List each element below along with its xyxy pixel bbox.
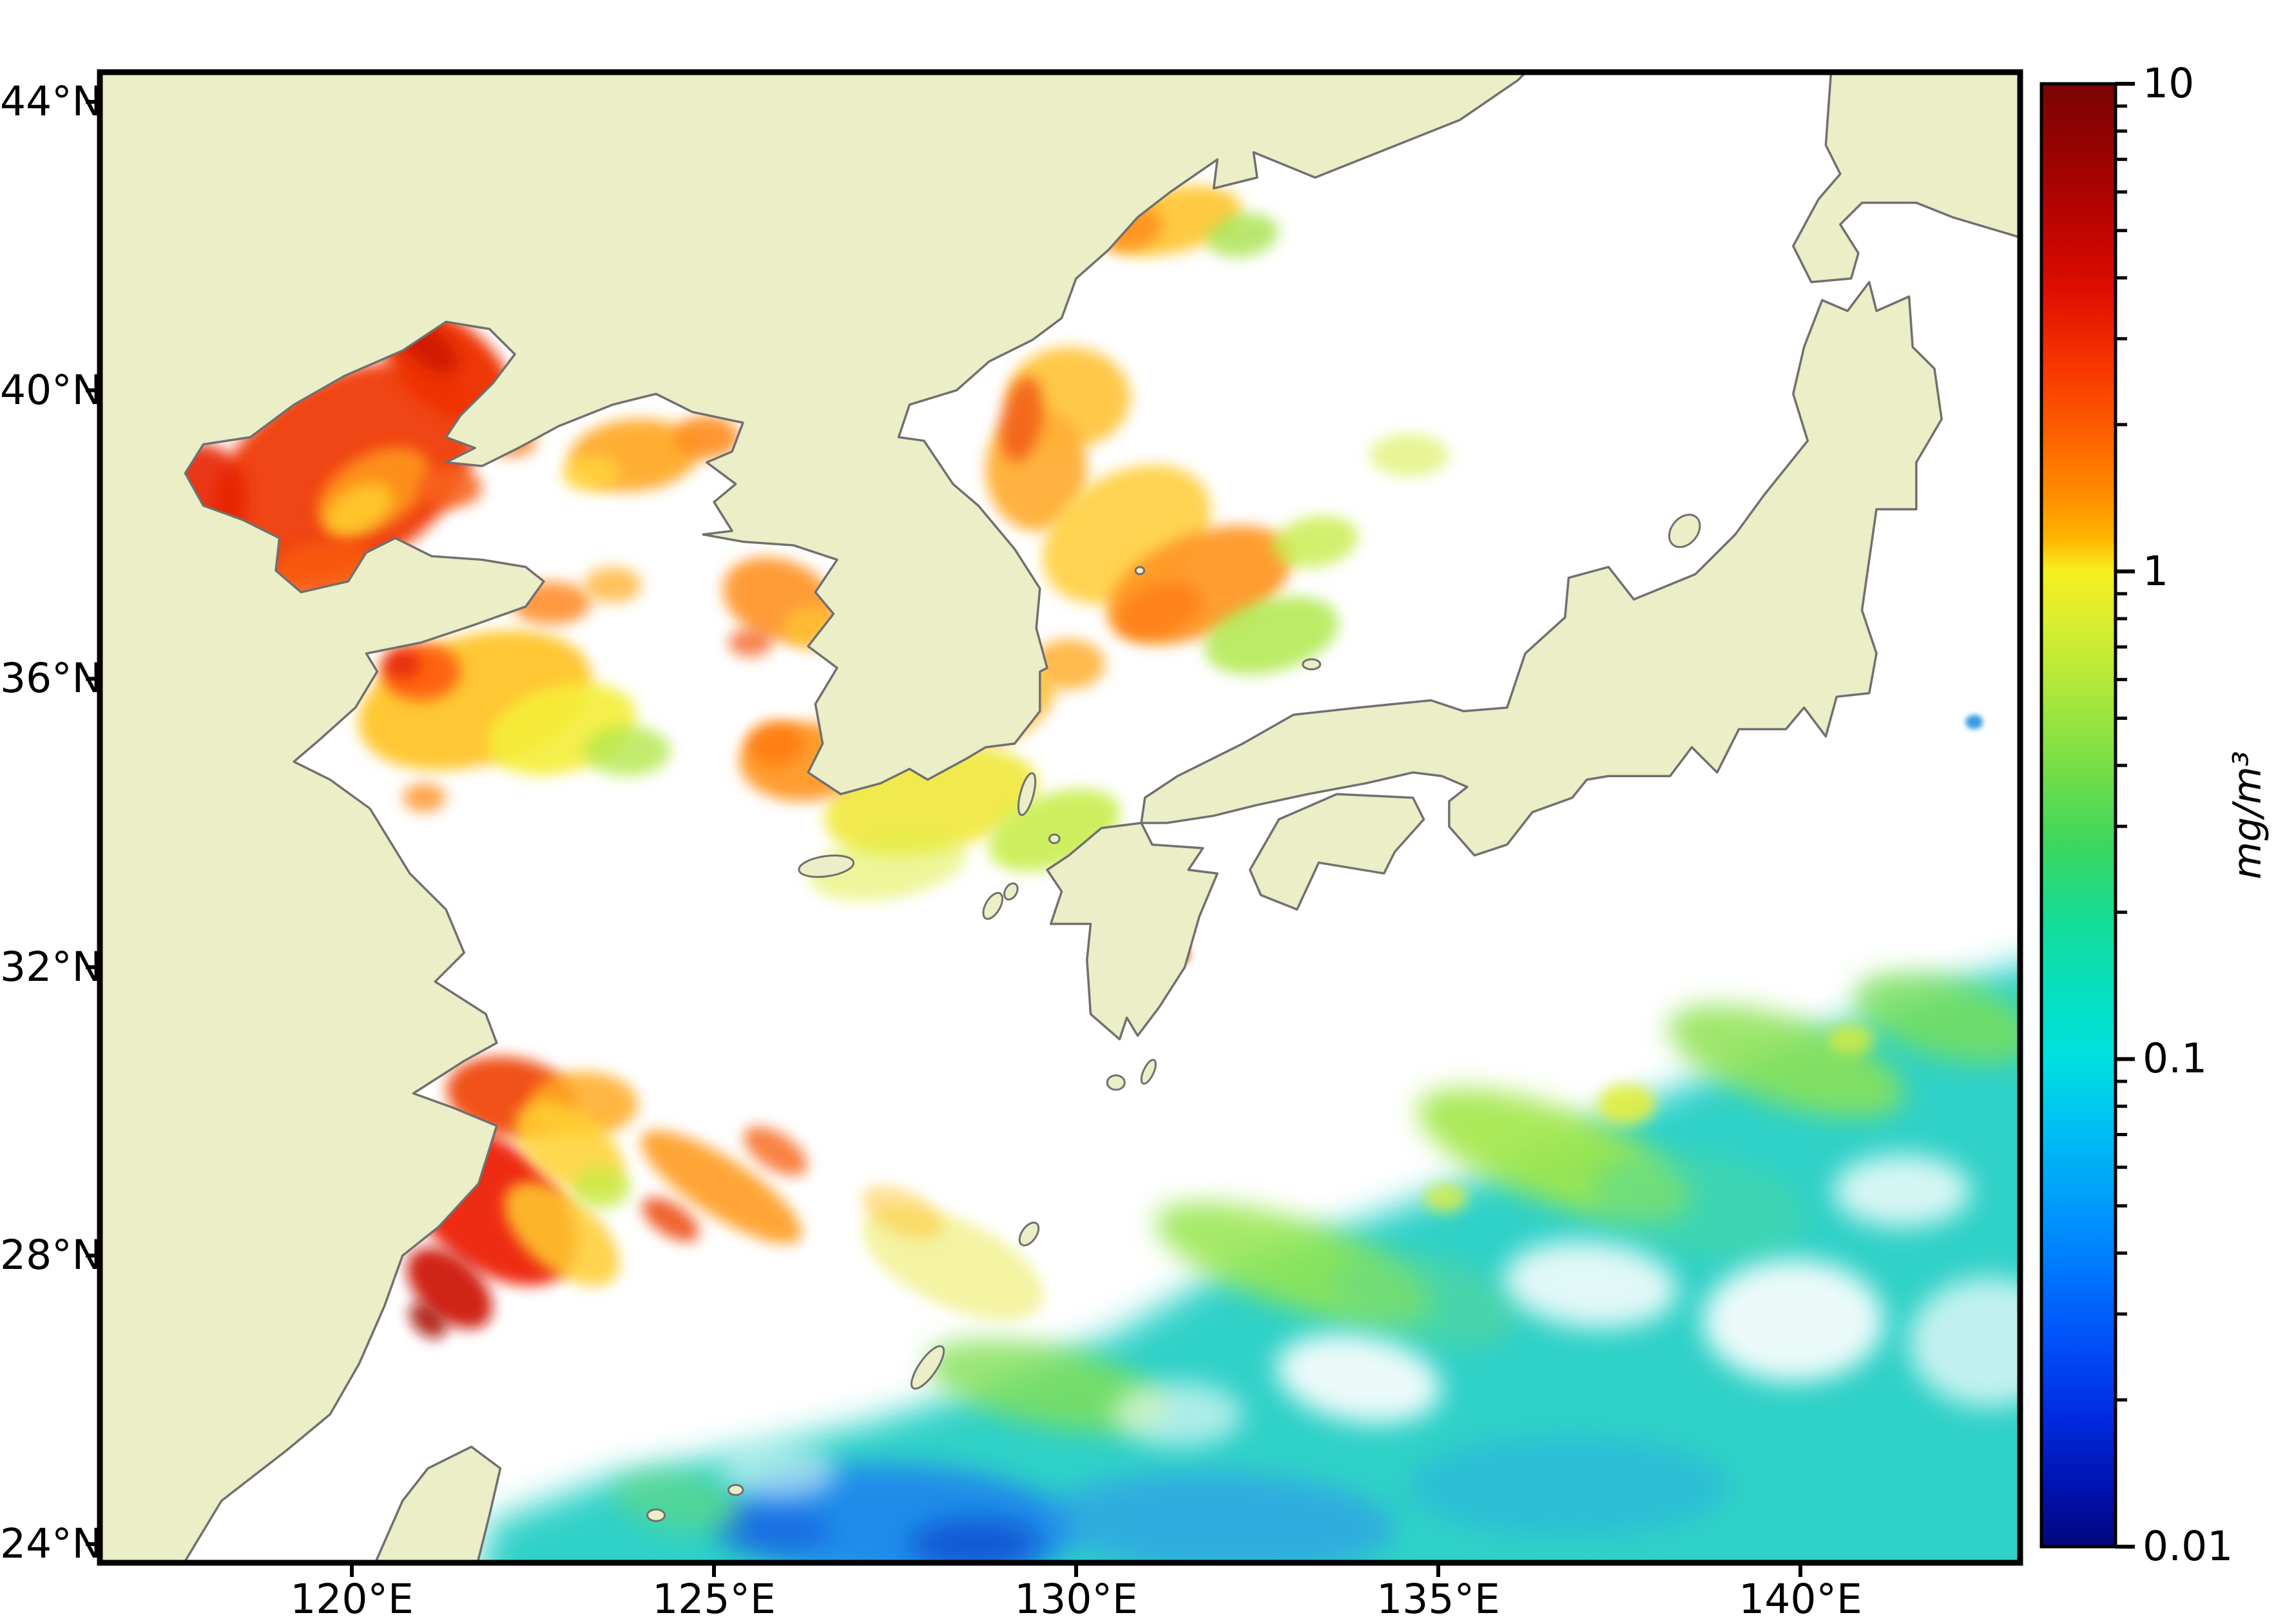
land-taiwan (374, 1445, 502, 1563)
chl-patch (1047, 1471, 1395, 1563)
island (798, 855, 855, 878)
island (727, 1484, 744, 1496)
chl-patch (641, 1130, 802, 1244)
chl-patch (1827, 1023, 1875, 1056)
chl-patch (409, 1302, 447, 1339)
x-tick-label-135: 135°E (1376, 1576, 1500, 1623)
x-tick-label-140: 140°E (1739, 1576, 1862, 1623)
island (1302, 658, 1322, 671)
y-tick-label-28: 28°N (0, 1232, 102, 1279)
chl-patch (1117, 582, 1202, 639)
chl-patch (417, 467, 483, 508)
island (1018, 1221, 1040, 1247)
island (646, 1508, 666, 1522)
island (911, 1345, 945, 1390)
chl-patch (1702, 1259, 1884, 1382)
land-hokkaido (1792, 72, 2020, 284)
map-group (100, 72, 2020, 1563)
chl-patch (862, 1185, 943, 1239)
x-tick-label-130: 130°E (1014, 1576, 1138, 1623)
chl-patch (1409, 1436, 1728, 1537)
chl-patch (613, 1470, 742, 1532)
x-tick-label-125: 125°E (652, 1576, 776, 1623)
chl-patch (1276, 1333, 1441, 1424)
island (1140, 1058, 1157, 1085)
chl-patch (1204, 596, 1339, 675)
chl-patch (504, 1181, 620, 1286)
colorbar-unit-label: mg/m³ (2225, 751, 2270, 880)
chl-patch (714, 1504, 830, 1555)
y-tick-label-24: 24°N (0, 1520, 102, 1567)
chl-patch (1332, 1250, 1516, 1348)
land-honshu (1140, 281, 1943, 857)
chl-patch (1503, 1241, 1677, 1329)
chl-patch (1000, 376, 1043, 462)
chl-patch (728, 628, 772, 657)
island (1668, 514, 1701, 548)
chl-patch (1668, 1005, 1904, 1117)
island (1134, 566, 1146, 575)
y-tick-label-44: 44°N (0, 78, 102, 125)
x-tick-label-120: 120°E (290, 1576, 414, 1623)
island (1017, 772, 1037, 817)
chl-patch (1597, 1084, 1656, 1125)
chl-patch (1909, 1277, 2020, 1407)
y-tick-label-40: 40°N (0, 366, 102, 414)
chl-patch (561, 455, 620, 492)
chl-patch (583, 725, 671, 777)
chl-patch (1592, 1152, 1807, 1259)
chl-patch (402, 783, 447, 813)
colorbar-bar (2039, 82, 2117, 1549)
chl-patch (721, 1443, 838, 1501)
chl-patch (1423, 1183, 1467, 1213)
chl-patch (1206, 213, 1279, 258)
island (982, 892, 1004, 920)
map-frame (97, 69, 2023, 1566)
chl-patch (325, 483, 392, 536)
chl-patch (744, 1126, 808, 1176)
chl-patch (572, 1165, 631, 1209)
land-kyushu (1046, 822, 1219, 1041)
chl-patch (909, 1518, 1040, 1563)
chl-patch (674, 415, 740, 459)
colorbar-tick-label-0.1: 0.1 (2143, 1035, 2208, 1083)
y-tick-label-32: 32°N (0, 943, 102, 991)
chl-patch (1833, 1154, 1971, 1227)
land-mainland-asia (100, 72, 1528, 1563)
y-tick-label-36: 36°N (0, 655, 102, 702)
island (1003, 882, 1019, 901)
chl-patch (746, 722, 805, 766)
chl-patch (1965, 715, 1983, 730)
chl-patch (583, 566, 642, 603)
chl-patch (926, 1339, 1168, 1432)
chl-patch (1853, 972, 2020, 1063)
island (1048, 833, 1061, 844)
colorbar-tick-label-1: 1 (2143, 547, 2169, 595)
chl-patch (809, 831, 967, 902)
chl-patch (1272, 516, 1358, 568)
chl-patch (1369, 433, 1449, 477)
land-shikoku (1249, 793, 1425, 911)
chl-patch (384, 650, 421, 679)
island (1106, 1074, 1126, 1091)
chl-patch (1112, 1382, 1243, 1447)
chl-patch (642, 1197, 700, 1242)
colorbar-tick-label-10: 10 (2143, 60, 2195, 107)
colorbar-tick-label-0.01: 0.01 (2143, 1523, 2233, 1570)
